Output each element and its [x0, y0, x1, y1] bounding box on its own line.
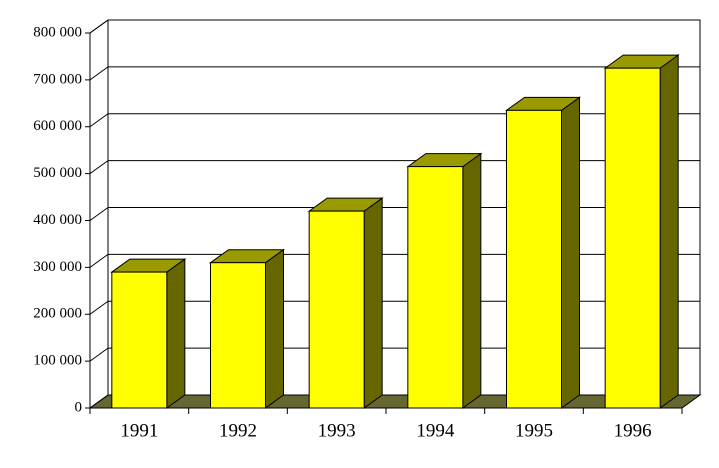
wall-grid-line: [89, 19, 109, 34]
bar-side: [462, 152, 482, 409]
y-tick-label: 800 000: [33, 24, 82, 40]
bar: [210, 262, 266, 409]
x-tick-label: 1996: [614, 420, 652, 441]
bar-side: [265, 248, 284, 409]
y-tick-label: 100 000: [33, 353, 82, 369]
wall-grid-line: [89, 113, 109, 128]
y-tick-label: 500 000: [33, 165, 82, 181]
y-tick-label: 200 000: [33, 306, 82, 322]
x-tick-label: 1993: [318, 420, 356, 441]
bar-side: [166, 258, 186, 409]
wall-grid-line: [89, 394, 109, 409]
bar: [111, 271, 168, 409]
wall-grid-line: [89, 160, 109, 175]
x-tick-label: 1992: [219, 420, 257, 441]
wall-grid-line: [89, 66, 109, 81]
y-tick-label: 700 000: [33, 71, 82, 87]
x-tick-label: 1991: [120, 420, 158, 441]
bar: [604, 67, 661, 409]
y-tick-label: 0: [75, 399, 83, 415]
y-tick-label: 600 000: [33, 118, 82, 134]
wall-grid-line: [89, 253, 109, 268]
bar: [506, 109, 562, 409]
bar: [407, 166, 464, 409]
bar-side: [363, 197, 383, 409]
y-tick-label: 300 000: [33, 259, 82, 275]
x-tick-label: 1994: [416, 420, 455, 441]
y-tick-label: 400 000: [33, 212, 82, 228]
wall-grid-line: [89, 300, 109, 315]
x-tick-label: 1995: [515, 420, 553, 441]
wall-grid-line: [89, 347, 109, 362]
bar: [308, 210, 365, 409]
bar-side: [561, 96, 580, 409]
wall-grid-line: [89, 207, 109, 221]
bar-side: [659, 54, 679, 409]
